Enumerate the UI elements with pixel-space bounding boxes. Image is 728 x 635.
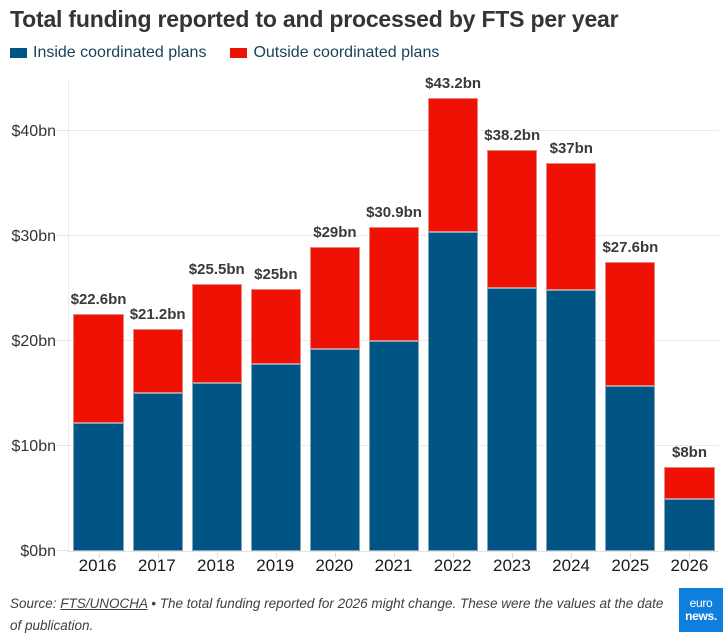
total-label-2023: $38.2bn — [484, 127, 541, 145]
y-axis-label: $30bn — [11, 227, 57, 245]
x-axis-label-2021: 2021 — [374, 556, 413, 575]
bar-inside-2018 — [191, 383, 242, 551]
euronews-logo-line1: euro — [689, 596, 713, 611]
bar-inside-2016 — [73, 423, 124, 551]
bar-outside-2020 — [309, 246, 361, 349]
bar-inside-2024 — [546, 289, 597, 551]
x-tick-mark — [630, 553, 632, 558]
source-note: Source: FTS/UNOCHA • The total funding r… — [10, 593, 665, 635]
x-tick-mark — [216, 553, 218, 558]
x-axis-label-2019: 2019 — [256, 556, 295, 575]
bar-column-2018: $25.5bn — [187, 79, 246, 558]
bar-outside-2023 — [487, 150, 538, 288]
x-tick-mark — [571, 553, 573, 558]
legend-label-outside: Outside coordinated plans — [253, 44, 440, 61]
bar-outside-2018 — [191, 283, 242, 384]
source-prefix: Source: — [10, 596, 61, 611]
bar-column-2020: $29bn — [305, 79, 364, 558]
bar-column-2016: $22.6bn — [69, 79, 128, 558]
total-label-2018: $25.5bn — [188, 260, 245, 278]
outside-swatch — [230, 48, 248, 58]
x-axis-label-2020: 2020 — [315, 556, 354, 575]
y-axis-label: $10bn — [11, 437, 57, 455]
total-label-2021: $30.9bn — [366, 203, 422, 221]
x-tick-mark — [394, 553, 396, 558]
x-axis-labels: 2016 2017 2018 2019 2020 2021 2022 2023 2024 2025… — [68, 556, 719, 576]
total-label-2019: $25bn — [254, 265, 298, 283]
y-axis-label: $0bn — [20, 543, 56, 560]
x-axis-label-2018: 2018 — [197, 556, 235, 575]
bar-inside-2017 — [132, 392, 183, 551]
total-label-2020: $29bn — [313, 223, 357, 241]
source-link[interactable]: FTS/UNOCHA — [60, 596, 148, 611]
x-tick-mark — [453, 553, 455, 558]
x-tick-mark — [512, 553, 514, 558]
bar-column-2026: $8bn — [660, 79, 719, 558]
bar-inside-2026 — [664, 498, 715, 551]
bar-inside-2021 — [368, 341, 420, 551]
y-tick-mark — [57, 340, 69, 342]
x-tick-mark — [334, 553, 336, 558]
bar-outside-2022 — [427, 97, 479, 233]
total-label-2026: $8bn — [671, 444, 707, 462]
x-tick-mark — [98, 553, 100, 558]
bar-outside-2016 — [73, 313, 124, 424]
bar-inside-2019 — [250, 364, 301, 551]
bar-inside-2020 — [309, 348, 361, 551]
x-tick-mark — [689, 553, 691, 558]
legend: Inside coordinated plans Outside coordin… — [10, 44, 439, 62]
bar-inside-2022 — [427, 232, 479, 551]
bar-outside-2019 — [250, 288, 301, 365]
total-label-2022: $43.2bn — [425, 74, 482, 92]
total-label-2016: $22.6bn — [70, 290, 127, 308]
total-label-2024: $37bn — [549, 139, 593, 157]
bar-outside-2021 — [368, 226, 420, 342]
y-tick-mark — [57, 130, 69, 132]
legend-item-inside: Inside coordinated plans — [10, 44, 206, 62]
bar-column-2019: $25bn — [246, 79, 305, 558]
y-axis-label: $40bn — [11, 122, 57, 140]
x-axis-label-2017: 2017 — [137, 556, 176, 575]
total-label-2025: $27.6bn — [602, 238, 659, 256]
bar-outside-2024 — [546, 162, 597, 290]
euronews-logo: euro news. — [679, 588, 723, 632]
bar-column-2024: $37bn — [542, 79, 601, 558]
x-axis-label-2026: 2026 — [670, 556, 709, 575]
y-axis-labels: $0bn $10bn $20bn $30bn $40bn — [0, 79, 57, 560]
y-tick-mark — [57, 445, 69, 447]
bar-inside-2025 — [605, 386, 656, 551]
bar-inside-2023 — [487, 287, 538, 551]
source-separator: • — [147, 596, 160, 611]
y-tick-mark — [57, 235, 69, 237]
plot-area: $22.6bn $21.2bn $25.5bn $25bn $29bn $30.9bn $4… — [57, 75, 719, 558]
bar-column-2025: $27.6bn — [601, 79, 660, 558]
bar-outside-2025 — [605, 261, 656, 387]
x-tick-mark — [157, 553, 159, 558]
total-label-2017: $21.2bn — [129, 305, 186, 323]
euronews-logo-line2: news. — [685, 609, 717, 623]
y-tick-mark — [57, 550, 69, 551]
bar-outside-2026 — [664, 467, 715, 499]
gridline-40bn — [69, 130, 719, 132]
x-axis-label-2022: 2022 — [433, 556, 472, 575]
chart-title: Total funding reported to and processed … — [10, 6, 619, 32]
bar-column-2017: $21.2bn — [128, 79, 187, 558]
x-axis-label-2024: 2024 — [552, 556, 590, 575]
legend-item-outside: Outside coordinated plans — [230, 44, 439, 62]
source-note-text: The total funding reported for 2026 migh… — [10, 596, 664, 633]
inside-swatch — [10, 48, 27, 58]
bar-column-2022: $43.2bn — [424, 75, 483, 558]
y-axis-label: $20bn — [11, 332, 57, 350]
x-axis-label-2023: 2023 — [492, 556, 531, 575]
x-axis-label-2016: 2016 — [78, 556, 117, 575]
x-axis-label-2025: 2025 — [611, 556, 650, 575]
bar-column-2023: $38.2bn — [483, 79, 542, 558]
bar-outside-2017 — [132, 328, 183, 393]
legend-label-inside: Inside coordinated plans — [33, 44, 207, 61]
bar-column-2021: $30.9bn — [364, 79, 423, 558]
x-tick-mark — [275, 553, 277, 558]
